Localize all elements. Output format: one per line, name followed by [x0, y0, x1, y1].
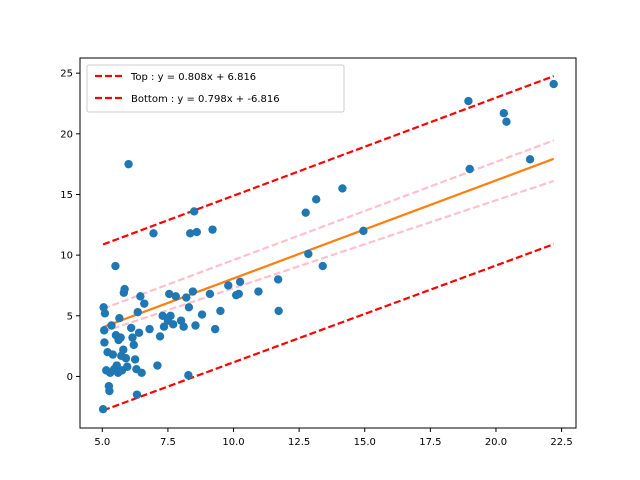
data-point: [153, 361, 162, 370]
data-points: [98, 79, 558, 414]
data-point: [116, 333, 125, 342]
data-point: [192, 227, 201, 237]
data-point: [208, 225, 217, 234]
data-point: [304, 249, 313, 259]
x-tick-label: 5.0: [94, 437, 110, 448]
x-tick-label: 22.5: [550, 437, 572, 448]
data-point: [502, 117, 511, 126]
data-point: [188, 287, 198, 296]
fit-line-3: [102, 179, 555, 333]
x-tick-label: 7.5: [160, 437, 176, 448]
data-point: [133, 307, 142, 317]
data-point: [124, 159, 133, 169]
data-point: [184, 303, 194, 312]
data-point: [499, 108, 509, 118]
fit-line-1: [102, 243, 555, 412]
data-point: [179, 322, 188, 331]
data-point: [359, 226, 368, 236]
fit-line-2: [102, 139, 555, 310]
data-point: [130, 355, 140, 364]
data-point: [210, 324, 220, 334]
data-point: [134, 328, 144, 337]
y-tick-label: 25: [60, 69, 73, 80]
data-point: [129, 340, 138, 350]
data-point: [311, 195, 321, 204]
data-point: [205, 289, 215, 299]
data-point: [465, 164, 474, 174]
data-point: [128, 333, 137, 342]
legend: Top : y = 0.808x + 6.816 Bottom : y = 0.…: [86, 64, 345, 113]
data-point: [274, 306, 283, 316]
data-point: [99, 326, 109, 335]
x-tick-label: 15.0: [354, 437, 376, 448]
data-point: [108, 350, 118, 359]
data-point: [140, 299, 149, 308]
legend-box: [86, 64, 345, 113]
data-point: [318, 261, 327, 271]
data-point: [216, 306, 225, 316]
data-point: [115, 314, 124, 323]
y-tick-label: 20: [60, 129, 73, 140]
data-point: [155, 332, 165, 341]
data-point: [549, 79, 558, 89]
data-point: [189, 207, 199, 216]
data-point: [301, 208, 310, 217]
data-point: [98, 404, 108, 414]
data-point: [145, 324, 154, 334]
data-point: [197, 310, 207, 319]
data-point: [182, 293, 191, 302]
y-tick-label: 5: [67, 311, 73, 322]
data-point: [168, 320, 178, 329]
y-tick-label: 0: [67, 372, 73, 383]
plot-frame: [79, 57, 577, 429]
data-point: [234, 289, 243, 299]
y-tick-label: 15: [60, 190, 73, 201]
y-axis: 0 5 10 15 20 25: [60, 69, 80, 383]
x-tick-label: 20.0: [485, 437, 507, 448]
data-point: [224, 281, 233, 290]
data-point: [100, 309, 110, 318]
y-tick-label: 10: [60, 251, 73, 262]
fit-line-0: [102, 75, 555, 246]
data-point: [184, 371, 193, 380]
data-point: [137, 368, 146, 378]
data-point: [111, 261, 120, 271]
legend-label-bottom: Bottom : y = 0.798x + -6.816: [131, 94, 280, 105]
data-point: [136, 292, 145, 301]
data-point: [191, 321, 200, 330]
data-point: [121, 354, 131, 363]
data-point: [120, 284, 129, 294]
data-point: [159, 322, 169, 331]
data-point: [338, 184, 347, 193]
data-point: [119, 345, 128, 354]
data-point: [100, 338, 109, 347]
data-point: [107, 321, 116, 330]
x-tick-label: 10.0: [222, 437, 244, 448]
data-point: [525, 155, 535, 164]
data-point: [235, 277, 245, 287]
data-point: [132, 390, 142, 399]
data-point: [166, 311, 175, 320]
data-point: [273, 275, 283, 284]
legend-label-top: Top : y = 0.808x + 6.816: [130, 72, 256, 83]
data-point: [126, 323, 136, 333]
data-point: [171, 292, 180, 301]
x-tick-label: 17.5: [419, 437, 441, 448]
data-point: [186, 229, 195, 238]
data-point: [105, 386, 114, 396]
x-axis: 5.0 7.5 10.0 12.5 15.0 17.5 20.0 22.5: [94, 428, 573, 448]
data-point: [149, 229, 158, 238]
data-point: [165, 289, 174, 299]
data-point: [464, 96, 473, 106]
data-point: [123, 362, 132, 371]
data-point: [254, 287, 263, 296]
x-tick-label: 12.5: [288, 437, 310, 448]
